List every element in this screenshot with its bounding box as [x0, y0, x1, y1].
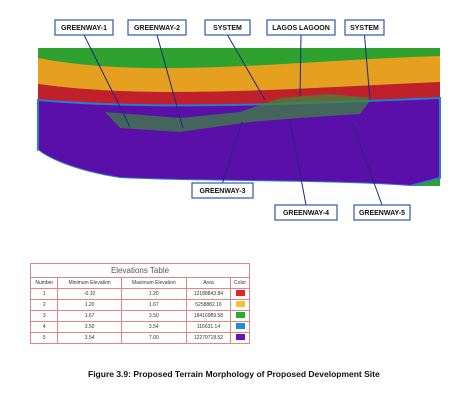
greenway-corridor [105, 94, 372, 132]
terrain-edge [38, 150, 440, 190]
callout-line [299, 34, 302, 97]
callout-box [266, 19, 336, 36]
color-swatch [235, 301, 245, 307]
terrain-figure: GREENWAY-1 GREENWAY-2 SYSTEM LAGOS LAGOON SY… [37, 19, 441, 221]
table-cell: -0.10 [57, 288, 122, 300]
table-cell: 3.54 [120, 321, 187, 333]
column-header: Color [230, 277, 250, 289]
callout-label: GREENWAY-2 [134, 25, 180, 32]
callout-box [344, 19, 385, 36]
table-cell: 12188843.84 [185, 288, 232, 300]
column-header: Number [29, 277, 59, 289]
callout-label: GREENWAY-1 [61, 25, 107, 32]
callout-label: SYSTEM [213, 25, 242, 32]
table-cell: 2 [29, 299, 59, 311]
column-header: Maximum Elevation [120, 277, 187, 289]
terrain-purple [37, 96, 441, 188]
color-cell [230, 299, 250, 311]
table-cell: 5258882.16 [185, 299, 232, 311]
callout-line [156, 34, 184, 129]
elevations-table: Elevations Table Number Minimum Elevation… [29, 263, 250, 344]
table-row: 4 3.50 3.54 116631.14 [29, 321, 250, 333]
callout-box [274, 204, 338, 221]
callout-line [289, 119, 307, 206]
table-cell: 4 [29, 321, 59, 333]
color-swatch [235, 312, 245, 318]
callout-box [54, 19, 114, 36]
callout-label: GREENWAY-3 [199, 188, 245, 195]
color-swatch [235, 323, 245, 329]
table-cell: 1.67 [120, 299, 187, 311]
callout-line [364, 34, 371, 101]
column-header: Minimum Elevation [57, 277, 122, 289]
callout-box [191, 182, 254, 199]
header-row: Number Minimum Elevation Maximum Elevation… [29, 277, 250, 289]
table-cell: 1.67 [57, 310, 122, 322]
column-header: Area [185, 277, 232, 289]
table-row: 5 3.54 7.00 12270718.52 [29, 332, 250, 344]
table-cell: 116631.14 [185, 321, 232, 333]
table-cell: 1 [29, 288, 59, 300]
table-cell: 3.54 [57, 332, 122, 344]
table-cell: 3 [29, 310, 59, 322]
color-swatch [235, 290, 245, 296]
table-cell: 7.00 [120, 332, 187, 344]
callout-label: LAGOS LAGOON [272, 25, 330, 32]
table-row: 3 1.67 3.50 18416989.58 [29, 310, 250, 322]
callout-label: SYSTEM [350, 25, 379, 32]
terrain [37, 48, 441, 190]
color-cell [230, 321, 250, 333]
callouts: GREENWAY-1 GREENWAY-2 SYSTEM LAGOS LAGOON SY… [54, 19, 411, 221]
table-cell: 1.20 [57, 299, 122, 311]
callout-box [127, 19, 187, 36]
color-swatch [235, 334, 245, 340]
table-cell: 1.20 [120, 288, 187, 300]
table-cell: 18416989.58 [185, 310, 232, 322]
callout-box [204, 19, 251, 36]
terrain-yellow [38, 56, 440, 92]
callout-line [227, 34, 266, 101]
callout-label: GREENWAY-5 [359, 210, 405, 217]
table-row: 1 -0.10 1.20 12188843.84 [29, 288, 250, 300]
callout-line [222, 121, 243, 184]
table-title: Elevations Table [30, 263, 250, 278]
callout-line [351, 121, 383, 206]
callout-label: GREENWAY-4 [283, 210, 329, 217]
color-cell [230, 310, 250, 322]
table-cell: 3.50 [120, 310, 187, 322]
callout-box [353, 204, 411, 221]
table-body: 1 -0.10 1.20 12188843.84 2 1.20 1.67 5258882.16… [29, 288, 250, 344]
table-row: 2 1.20 1.67 5258882.16 [29, 299, 250, 311]
table-cell: 12270718.52 [185, 332, 232, 344]
color-cell [230, 332, 250, 344]
callout-line [83, 34, 131, 128]
color-cell [230, 288, 250, 300]
table-cell: 5 [29, 332, 59, 344]
caption: Figure 3.9: Proposed Terrain Morphology … [88, 369, 380, 379]
table-cell: 3.50 [57, 321, 122, 333]
